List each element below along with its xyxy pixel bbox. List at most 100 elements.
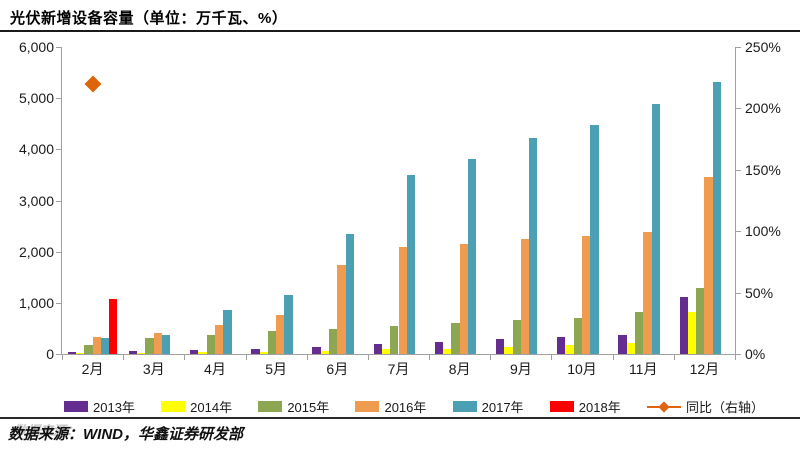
legend-label: 2013年 (93, 399, 135, 415)
bar-2014年-7月 (381, 349, 391, 354)
x-axis-tick (551, 355, 553, 360)
bar-2017年-3月 (162, 334, 171, 354)
x-axis-label: 5月 (265, 361, 288, 377)
y-axis-label: 2,000 (18, 243, 54, 260)
x-axis-label: 2月 (81, 361, 104, 377)
bar-2016年-8月 (459, 243, 468, 354)
legend-swatch (161, 400, 186, 412)
bar-2017年-2月 (100, 338, 110, 354)
yoy-line-marker-icon (646, 400, 681, 413)
bar-2016年-9月 (520, 239, 530, 354)
right-axis-tick (736, 169, 741, 171)
x-axis-tick (612, 355, 614, 360)
bar-2016年-12月 (704, 177, 713, 354)
bar-2016年-5月 (276, 315, 285, 354)
bar-2015年-5月 (267, 331, 277, 354)
bar-2014年-4月 (198, 352, 207, 354)
legend-swatch (549, 400, 574, 412)
right-axis-tick (736, 47, 741, 48)
bar-2015年-2月 (84, 345, 93, 354)
bar-2015年-10月 (573, 317, 583, 354)
legend-label: 同比（右轴） (685, 399, 764, 415)
y-axis-label: 6,000 (18, 39, 54, 55)
x-axis-tick (184, 355, 186, 360)
x-axis-label: 4月 (204, 361, 226, 377)
bar-2014年-10月 (565, 345, 574, 354)
legend-swatch (355, 400, 380, 412)
y-axis-tick (56, 354, 61, 355)
legend-item: 2015年 (258, 397, 329, 416)
bar-2013年-12月 (679, 296, 688, 354)
right-axis-label: 0% (745, 346, 766, 362)
bar-2013年-6月 (312, 347, 321, 354)
x-axis-label: 3月 (142, 361, 165, 377)
x-axis-tick (245, 355, 247, 360)
bar-2015年-9月 (512, 320, 521, 354)
legend-label: 2016年 (384, 399, 427, 415)
legend-swatch (452, 400, 477, 412)
right-axis-label: 150% (745, 161, 781, 178)
right-axis-label: 250% (745, 39, 781, 55)
x-axis-tick (490, 355, 492, 360)
right-axis-label: 100% (745, 223, 781, 240)
bar-2013年-5月 (251, 348, 260, 354)
legend-label: 2014年 (190, 399, 233, 415)
bar-2014年-2月 (75, 353, 85, 354)
legend-item: 同比（右轴） (646, 397, 764, 416)
bar-2015年-3月 (145, 337, 154, 354)
x-axis-tick (367, 355, 369, 360)
bar-2016年-4月 (214, 324, 224, 354)
x-axis-tick (673, 355, 675, 360)
title-underline (0, 30, 800, 32)
y-axis-tick (56, 251, 61, 253)
chart-title: 光伏新增设备容量（单位：万千瓦、%） (10, 10, 288, 27)
bar-2013年-11月 (618, 334, 627, 354)
x-axis-label: 9月 (509, 361, 532, 377)
bar-2017年-5月 (284, 295, 293, 354)
y-axis-tick (56, 149, 61, 151)
right-axis-tick (736, 231, 741, 233)
bar-2016年-11月 (643, 231, 652, 354)
bar-2013年-2月 (67, 351, 76, 354)
x-axis-tick (735, 355, 736, 360)
bar-2015年-4月 (206, 334, 215, 354)
bar-2014年-3月 (137, 352, 146, 354)
y-axis-line (61, 47, 62, 354)
y-axis-tick (56, 200, 61, 202)
legend-label: 2017年 (481, 399, 524, 415)
bar-2017年-10月 (590, 125, 599, 354)
bar-2017年-7月 (406, 175, 416, 354)
bar-2013年-3月 (128, 350, 138, 354)
x-axis-label: 10月 (567, 361, 597, 377)
right-axis-tick (736, 354, 741, 355)
bar-2015年-7月 (390, 325, 399, 354)
y-axis-label: 1,000 (18, 294, 54, 311)
bar-2017年-11月 (651, 103, 660, 354)
source-watermark: 数据来源： (14, 423, 80, 438)
yoy-diamond-2月 (84, 75, 102, 93)
bar-2013年-9月 (495, 338, 505, 354)
legend-item: 2013年 (64, 397, 135, 416)
x-axis-tick (123, 355, 125, 360)
bar-2014年-5月 (259, 352, 268, 354)
bar-2016年-6月 (337, 264, 346, 354)
x-axis-tick (429, 355, 431, 360)
chart-legend: 2013年 2014年 2015年 2016年 2017年 2018年 同比（右轴） (64, 396, 764, 416)
bar-2014年-8月 (443, 348, 452, 354)
y-axis-tick (56, 47, 61, 48)
legend-item: 2018年 (549, 397, 621, 416)
x-axis-label: 12月 (689, 361, 720, 377)
legend-swatch (64, 400, 88, 412)
bar-2016年-10月 (582, 235, 591, 354)
bar-2014年-11月 (626, 343, 635, 354)
x-axis-label: 8月 (448, 361, 471, 377)
legend-item: 2017年 (452, 397, 524, 416)
bar-2017年-8月 (467, 158, 477, 354)
x-axis-tick (306, 355, 308, 360)
bar-2015年-12月 (696, 288, 705, 354)
legend-label: 2018年 (578, 399, 621, 415)
x-axis-tick (62, 355, 63, 360)
legend-label: 2015年 (287, 399, 330, 415)
bar-2013年-10月 (557, 337, 566, 354)
